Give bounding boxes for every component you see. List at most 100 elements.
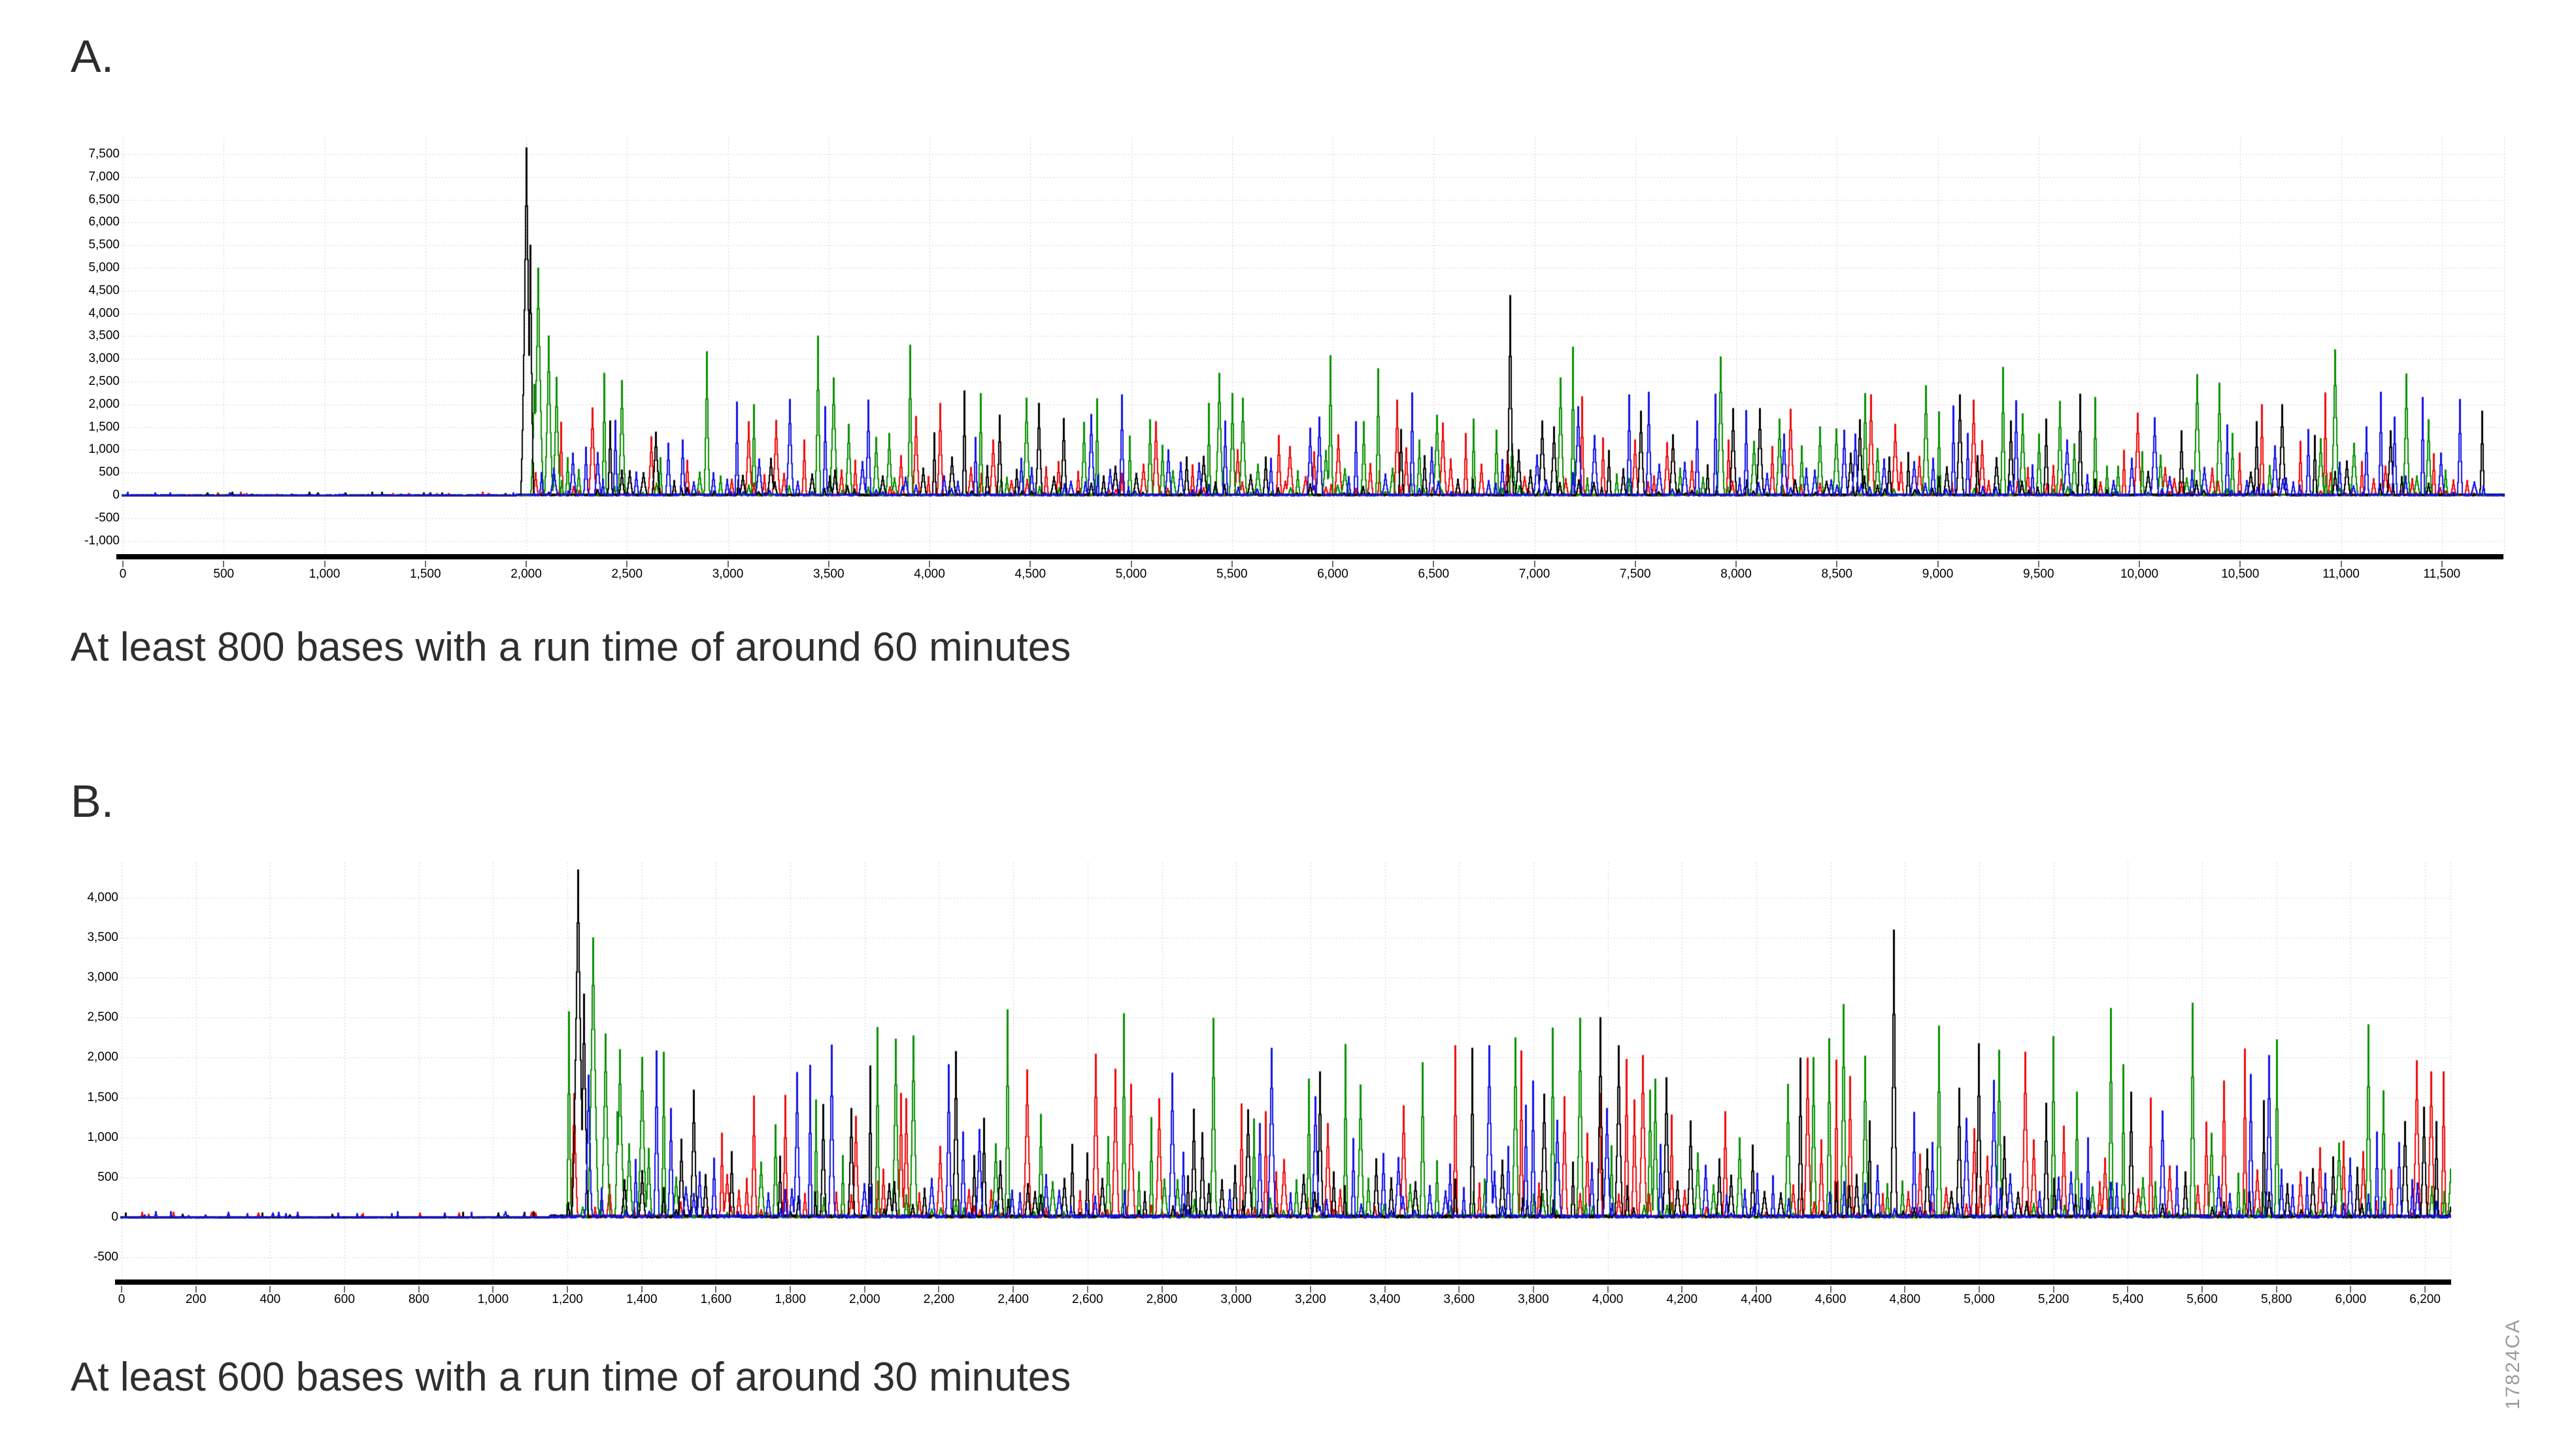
x-tick-mark: [863, 1286, 865, 1293]
x-tick-label: 6,000: [1317, 567, 1348, 581]
y-tick-label: 1,500: [88, 420, 120, 434]
x-tick-label: 3,400: [1369, 1293, 1401, 1306]
x-tick-label: 5,400: [2112, 1293, 2144, 1306]
x-tick-label: 8,000: [1720, 567, 1752, 581]
x-tick-mark: [2424, 1286, 2426, 1293]
x-tick-label: 5,000: [1964, 1293, 1995, 1306]
x-tick-mark: [715, 1286, 717, 1293]
x-tick-label: 3,000: [712, 567, 744, 581]
y-tick-label: 7,500: [88, 147, 120, 161]
y-tick-label: 5,000: [88, 261, 120, 274]
y-tick-label: 1,000: [87, 1130, 118, 1144]
x-tick-mark: [526, 561, 527, 567]
x-tick-mark: [2201, 1286, 2203, 1293]
x-tick-mark: [1231, 561, 1233, 567]
x-tick-mark: [2127, 1286, 2129, 1293]
x-tick-label: 3,800: [1518, 1293, 1549, 1306]
x-tick-label: 10,500: [2221, 567, 2260, 581]
x-tick-label: 7,500: [1619, 567, 1651, 581]
y-tick-label: 5,500: [88, 238, 120, 252]
y-tick-label: 1,500: [87, 1090, 118, 1104]
panel-a-caption: At least 800 bases with a run time of ar…: [71, 625, 1071, 670]
panel-a-label: A.: [71, 31, 114, 82]
y-tick-label: -500: [93, 1250, 118, 1264]
x-tick-mark: [1458, 1286, 1460, 1293]
figure-code-watermark: 17824CA: [2502, 1319, 2524, 1410]
x-tick-mark: [1029, 561, 1031, 567]
panel-b-label: B.: [71, 776, 114, 827]
x-tick-label: 400: [259, 1293, 281, 1306]
x-tick-label: 3,200: [1295, 1293, 1326, 1306]
y-tick-label: -500: [94, 510, 120, 525]
panel-a-electropherogram-canvas: [122, 137, 2505, 557]
y-tick-label: 3,000: [88, 352, 120, 366]
x-tick-label: 5,200: [2037, 1293, 2069, 1306]
x-tick-mark: [2275, 1286, 2277, 1293]
x-tick-label: 8,500: [1821, 567, 1853, 581]
x-tick-mark: [2350, 1286, 2352, 1293]
y-tick-label: 3,500: [88, 329, 120, 343]
x-tick-label: 2,000: [849, 1293, 880, 1306]
x-tick-mark: [1161, 1286, 1163, 1293]
x-tick-label: 4,200: [1666, 1293, 1698, 1306]
x-tick-label: 1,000: [477, 1293, 509, 1306]
x-tick-label: 5,600: [2186, 1293, 2218, 1306]
x-tick-mark: [1979, 1286, 1980, 1293]
x-tick-label: 6,200: [2409, 1293, 2441, 1306]
y-tick-label: -1,000: [84, 533, 120, 548]
x-tick-label: 6,000: [2335, 1293, 2367, 1306]
x-tick-label: 1,800: [775, 1293, 806, 1306]
x-tick-label: 4,400: [1741, 1293, 1772, 1306]
x-tick-label: 1,500: [409, 567, 441, 581]
x-tick-label: 2,200: [923, 1293, 955, 1306]
x-tick-mark: [1607, 1286, 1609, 1293]
x-tick-label: 4,800: [1889, 1293, 1921, 1306]
x-tick-label: 9,500: [2022, 567, 2054, 581]
x-tick-mark: [567, 1286, 569, 1293]
x-tick-label: 10,000: [2120, 567, 2159, 581]
panel-b-caption: At least 600 bases with a run time of ar…: [71, 1355, 1071, 1400]
x-tick-label: 1,200: [552, 1293, 583, 1306]
y-tick-label: 3,000: [87, 970, 118, 985]
x-tick-label: 6,500: [1418, 567, 1450, 581]
x-tick-mark: [269, 1286, 271, 1293]
x-tick-mark: [1904, 1286, 1906, 1293]
y-tick-label: 2,000: [87, 1050, 118, 1064]
x-tick-label: 5,800: [2260, 1293, 2292, 1306]
x-tick-mark: [1681, 1286, 1683, 1293]
x-tick-mark: [641, 1286, 643, 1293]
x-tick-label: 0: [118, 1293, 125, 1306]
x-tick-mark: [1433, 561, 1435, 567]
x-tick-mark: [1830, 1286, 1832, 1293]
x-tick-label: 2,500: [611, 567, 643, 581]
x-tick-mark: [938, 1286, 940, 1293]
x-tick-label: 5,500: [1216, 567, 1248, 581]
x-tick-label: 4,500: [1014, 567, 1046, 581]
x-tick-mark: [121, 1286, 122, 1293]
x-tick-mark: [626, 561, 628, 567]
y-tick-label: 6,000: [88, 215, 120, 229]
x-tick-label: 2,000: [510, 567, 542, 581]
x-tick-mark: [2139, 561, 2140, 567]
x-tick-mark: [929, 561, 930, 567]
y-tick-label: 0: [112, 488, 120, 502]
x-tick-label: 2,400: [997, 1293, 1029, 1306]
x-tick-label: 4,000: [914, 567, 945, 581]
y-tick-label: 7,000: [88, 169, 120, 184]
y-tick-label: 6,500: [88, 192, 120, 206]
x-tick-mark: [492, 1286, 494, 1293]
x-tick-label: 11,000: [2322, 567, 2360, 581]
panel-b-electropherogram-canvas: [120, 863, 2451, 1279]
y-tick-label: 500: [99, 465, 120, 480]
x-tick-mark: [223, 561, 225, 567]
x-tick-label: 1,400: [626, 1293, 658, 1306]
y-tick-label: 4,500: [88, 283, 120, 297]
x-tick-mark: [2340, 561, 2342, 567]
x-tick-label: 9,000: [1922, 567, 1954, 581]
x-tick-mark: [828, 561, 829, 567]
x-tick-mark: [790, 1286, 792, 1293]
x-tick-label: 5,000: [1115, 567, 1147, 581]
x-tick-mark: [324, 561, 326, 567]
x-tick-mark: [1332, 561, 1333, 567]
